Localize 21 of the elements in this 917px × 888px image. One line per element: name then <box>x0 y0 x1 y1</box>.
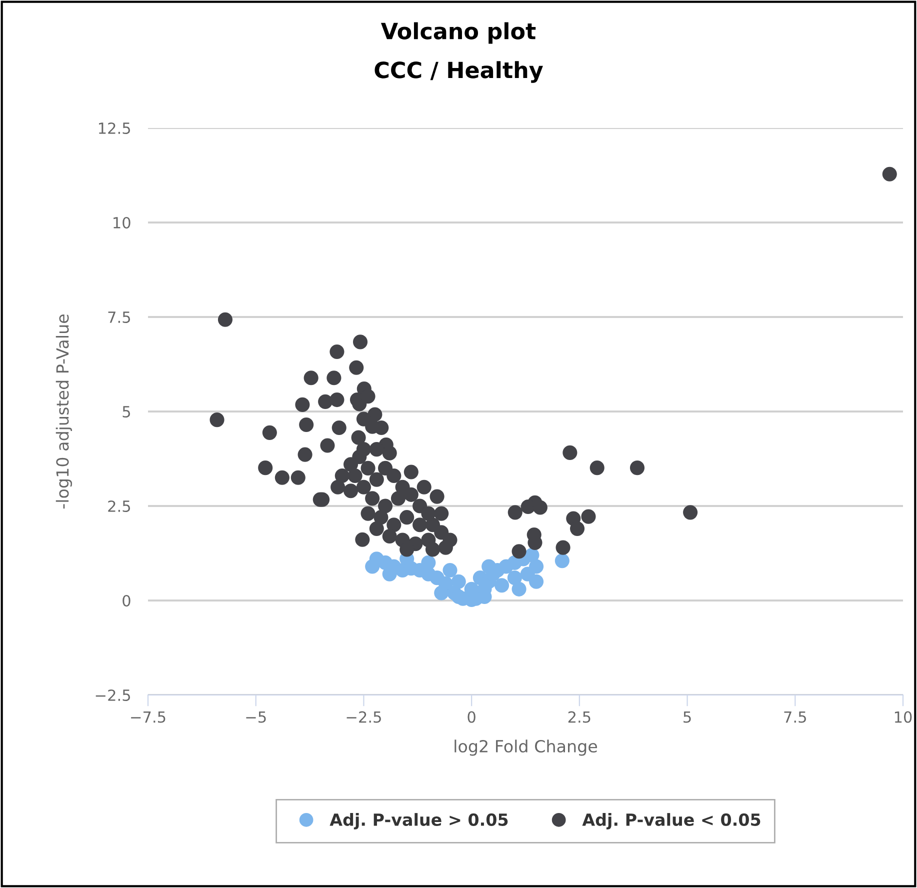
legend-label: Adj. P-value > 0.05 <box>330 813 508 830</box>
x-tick-label: 7.5 <box>784 711 806 723</box>
y-tick-label: 2.5 <box>108 500 130 512</box>
y-tick-label: 0 <box>122 594 130 607</box>
y-axis-title: -log10 adjusted P-Value <box>56 314 72 509</box>
chart-title: Volcano plot <box>380 22 536 44</box>
y-tick-label: 7.5 <box>108 312 130 324</box>
y-tick-label: 5 <box>122 406 130 418</box>
x-tick-label: 10 <box>894 711 912 723</box>
chart-subtitle: CCC / Healthy <box>374 61 543 83</box>
y-tick-label: −2.5 <box>96 689 130 702</box>
x-tick-label: −5 <box>246 711 266 723</box>
y-tick-label: 10 <box>114 216 130 229</box>
x-tick-label: 5 <box>684 711 691 723</box>
x-tick-label: 2.5 <box>568 711 590 723</box>
x-tick-label: −2.5 <box>346 711 381 723</box>
x-tick-label: −7.5 <box>131 711 166 723</box>
y-tick-label: 12.5 <box>98 122 130 134</box>
legend-label: Adj. P-value < 0.05 <box>582 813 760 830</box>
x-tick-label: 0 <box>468 711 476 723</box>
x-axis-title: log2 Fold Change <box>454 740 598 756</box>
